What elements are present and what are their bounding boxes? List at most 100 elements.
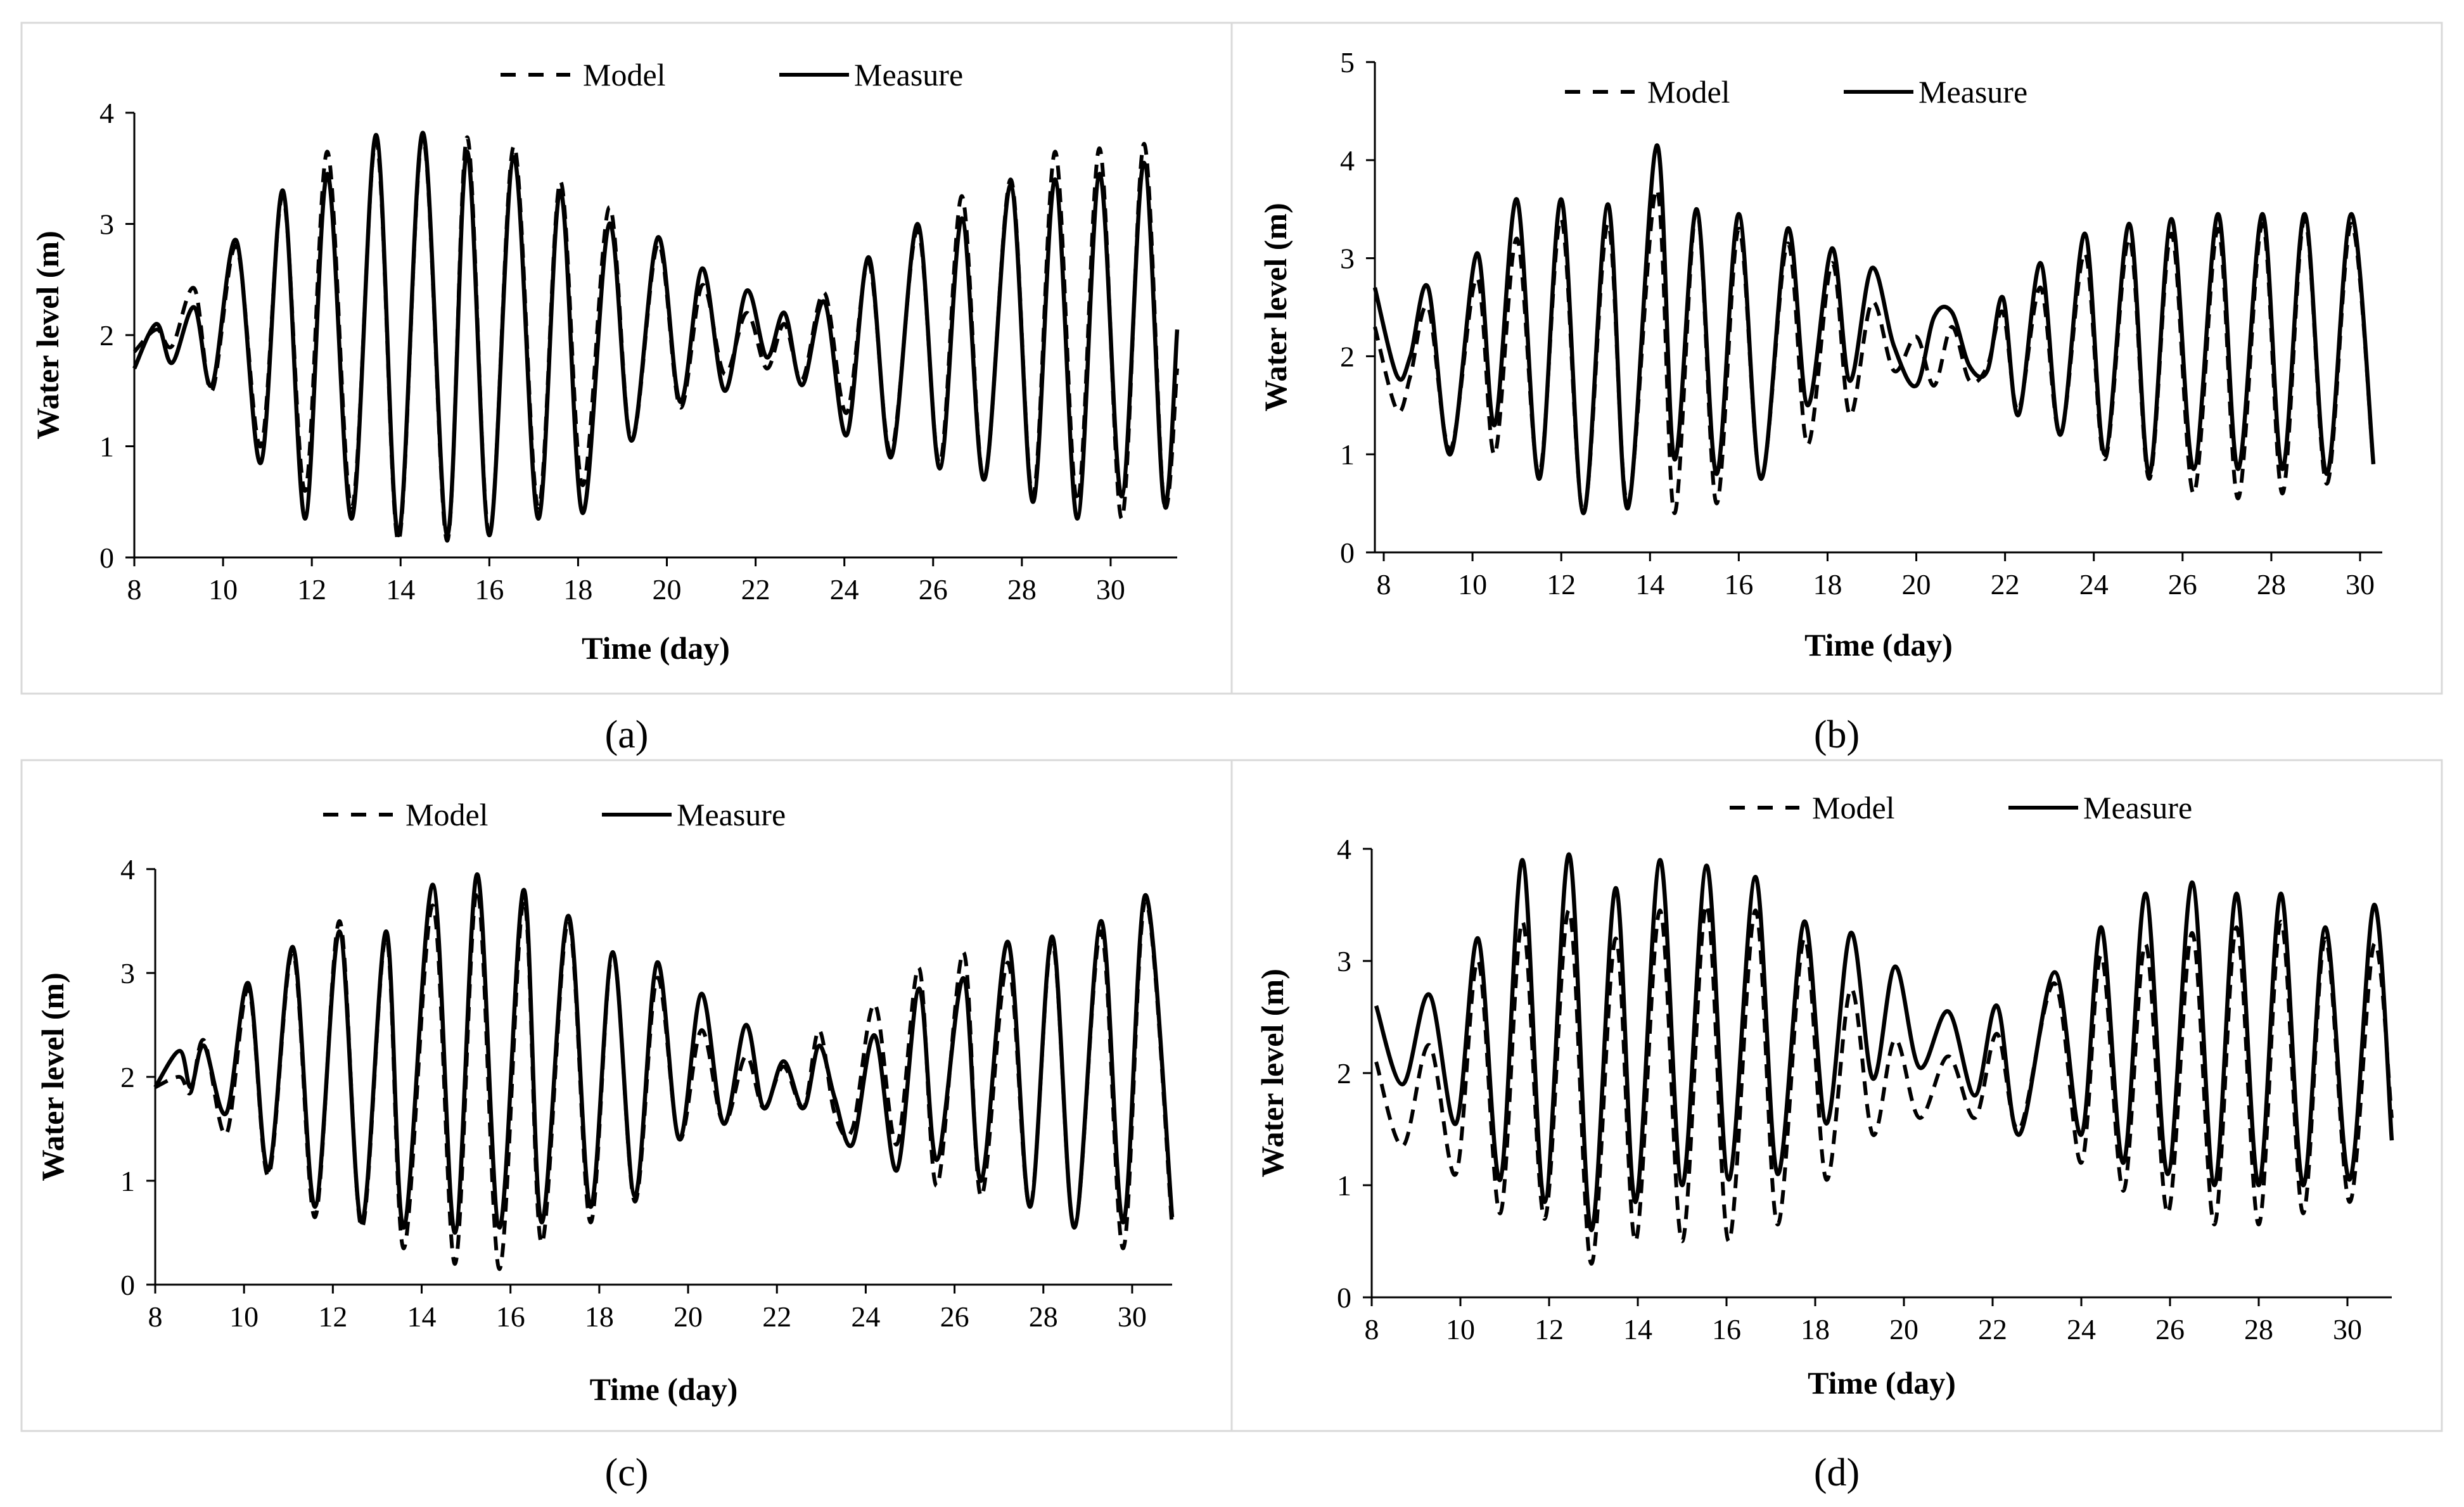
y-tick-label: 5 xyxy=(1340,46,1355,79)
x-tick-label: 10 xyxy=(229,1300,259,1333)
y-tick-label: 4 xyxy=(1340,144,1355,177)
x-tick-label: 20 xyxy=(1889,1313,1918,1345)
y-tick-label: 1 xyxy=(99,431,114,463)
y-tick-label: 1 xyxy=(1337,1169,1351,1202)
x-tick-label: 16 xyxy=(1712,1313,1741,1345)
y-tick-label: 4 xyxy=(1337,833,1351,865)
x-tick-label: 18 xyxy=(1813,568,1842,601)
x-tick-label: 28 xyxy=(1007,573,1037,606)
x-tick-label: 24 xyxy=(2079,568,2109,601)
y-axis-title: Water level (m) xyxy=(1254,969,1290,1178)
y-tick-label: 0 xyxy=(120,1269,135,1301)
y-tick-label: 2 xyxy=(1337,1057,1351,1090)
model-series-line xyxy=(1374,903,2394,1266)
x-axis-title: Time (day) xyxy=(1804,627,1953,663)
x-tick-label: 20 xyxy=(1902,568,1931,601)
x-tick-label: 22 xyxy=(741,573,770,606)
panel-caption-a: (a) xyxy=(605,713,649,756)
y-tick-label: 0 xyxy=(1337,1281,1351,1314)
y-tick-label: 3 xyxy=(1337,945,1351,977)
x-tick-label: 12 xyxy=(1547,568,1576,601)
x-tick-label: 18 xyxy=(1801,1313,1830,1345)
legend-measure-label: Measure xyxy=(854,57,963,92)
measure-series-line xyxy=(132,130,1180,538)
x-tick-label: 12 xyxy=(1535,1313,1564,1345)
measure-series-line xyxy=(153,872,1175,1235)
legend-measure-label: Measure xyxy=(677,797,786,832)
x-tick-label: 22 xyxy=(1978,1313,2007,1345)
y-tick-label: 2 xyxy=(1340,340,1355,372)
x-tick-label: 14 xyxy=(386,573,415,606)
x-tick-label: 30 xyxy=(1096,573,1125,606)
x-tick-label: 16 xyxy=(1724,568,1753,601)
x-tick-label: 10 xyxy=(1446,1313,1475,1345)
panel-frame xyxy=(1230,22,2443,695)
y-tick-label: 4 xyxy=(99,97,114,129)
panel-caption-c: (c) xyxy=(605,1451,649,1494)
x-tick-label: 24 xyxy=(851,1300,880,1333)
x-tick-label: 26 xyxy=(919,573,948,606)
panel-caption-d: (d) xyxy=(1814,1451,1860,1494)
y-tick-label: 3 xyxy=(99,208,114,241)
legend-model-label: Model xyxy=(1812,790,1895,825)
y-tick-label: 2 xyxy=(120,1061,135,1093)
x-tick-label: 24 xyxy=(830,573,859,606)
y-tick-label: 0 xyxy=(99,542,114,574)
x-tick-label: 18 xyxy=(563,573,592,606)
legend-model-label: Model xyxy=(583,57,666,92)
y-axis-title: Water level (m) xyxy=(30,231,65,440)
x-tick-label: 26 xyxy=(940,1300,969,1333)
y-axis-title: Water level (m) xyxy=(35,972,70,1181)
x-tick-label: 28 xyxy=(1029,1300,1058,1333)
x-tick-label: 22 xyxy=(762,1300,791,1333)
x-tick-label: 14 xyxy=(407,1300,437,1333)
x-tick-label: 26 xyxy=(2168,568,2197,601)
legend-model-label: Model xyxy=(405,797,488,832)
measure-series-line xyxy=(1374,852,2394,1233)
x-tick-label: 30 xyxy=(1118,1300,1147,1333)
x-tick-label: 10 xyxy=(208,573,238,606)
x-tick-label: 16 xyxy=(475,573,504,606)
x-tick-label: 8 xyxy=(148,1300,163,1333)
x-tick-label: 30 xyxy=(2333,1313,2362,1345)
x-tick-label: 28 xyxy=(2244,1313,2273,1345)
x-tick-label: 12 xyxy=(318,1300,347,1333)
x-tick-label: 24 xyxy=(2067,1313,2096,1345)
x-axis-title: Time (day) xyxy=(1808,1365,1956,1401)
y-axis-title: Water level (m) xyxy=(1258,203,1293,412)
x-tick-label: 20 xyxy=(653,573,682,606)
x-tick-label: 18 xyxy=(585,1300,614,1333)
panel-caption-b: (b) xyxy=(1814,713,1860,756)
x-tick-label: 30 xyxy=(2346,568,2375,601)
x-tick-label: 12 xyxy=(297,573,326,606)
legend-model-label: Model xyxy=(1647,74,1730,110)
x-axis-title: Time (day) xyxy=(590,1371,738,1407)
x-tick-label: 20 xyxy=(673,1300,703,1333)
x-tick-label: 8 xyxy=(1377,568,1391,601)
panel-frame xyxy=(20,22,1233,695)
x-tick-label: 22 xyxy=(1991,568,2020,601)
y-tick-label: 2 xyxy=(99,319,114,352)
y-tick-label: 3 xyxy=(1340,243,1355,275)
x-tick-label: 14 xyxy=(1635,568,1664,601)
legend-measure-label: Measure xyxy=(1918,74,2027,110)
x-tick-label: 28 xyxy=(2257,568,2286,601)
y-tick-label: 3 xyxy=(120,957,135,989)
x-tick-label: 8 xyxy=(127,573,142,606)
y-tick-label: 1 xyxy=(120,1165,135,1197)
x-tick-label: 16 xyxy=(496,1300,525,1333)
x-tick-label: 14 xyxy=(1623,1313,1652,1345)
x-tick-label: 8 xyxy=(1365,1313,1379,1345)
measure-series-line xyxy=(1372,143,2376,516)
legend-measure-label: Measure xyxy=(2083,790,2192,825)
y-tick-label: 4 xyxy=(120,853,135,886)
